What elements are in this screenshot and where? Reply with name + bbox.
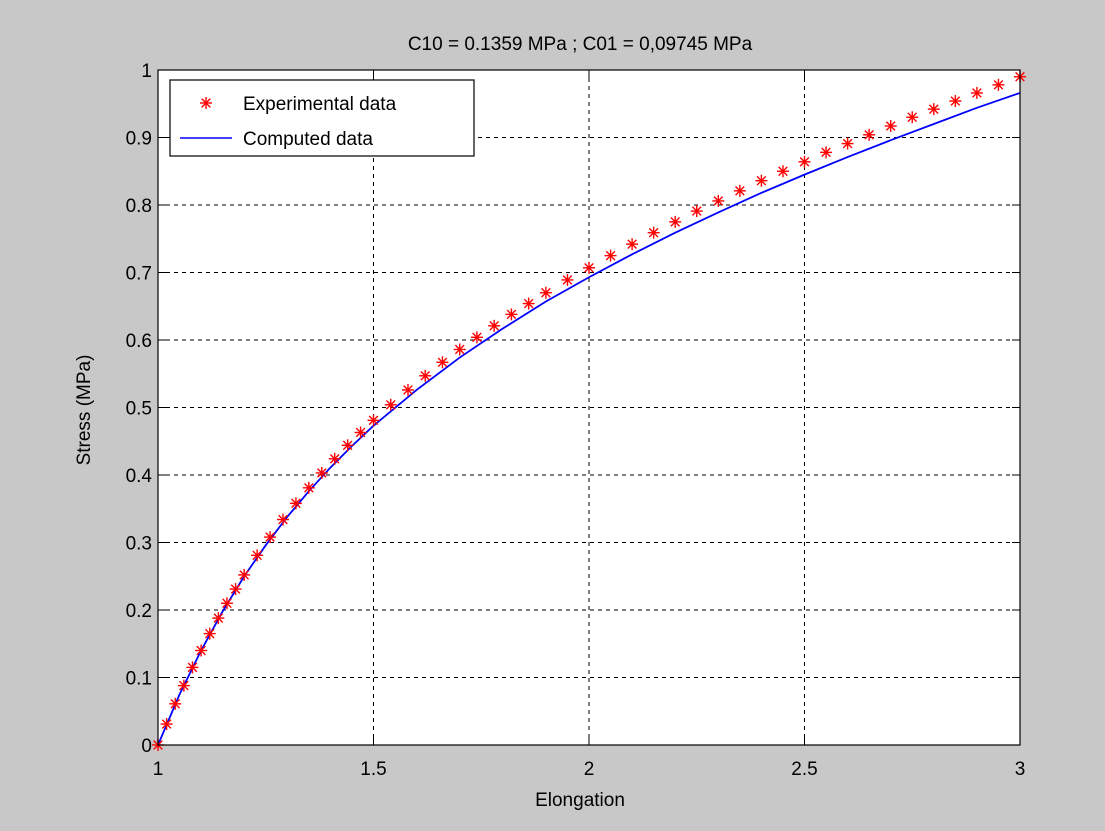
experimental-point <box>927 103 940 116</box>
experimental-point <box>970 86 983 99</box>
experimental-point <box>992 78 1005 91</box>
x-tick-label: 2.5 <box>791 759 817 780</box>
y-tick-label: 0.4 <box>126 466 153 487</box>
experimental-point <box>169 697 182 710</box>
experimental-point <box>203 627 216 640</box>
experimental-point <box>583 261 595 274</box>
experimental-point <box>212 612 225 625</box>
experimental-point <box>539 286 552 299</box>
experimental-point <box>401 383 414 396</box>
legend-asterisk-icon <box>200 97 212 109</box>
x-tick-label: 2 <box>584 759 595 780</box>
x-tick-label: 3 <box>1015 759 1026 780</box>
experimental-point <box>820 146 833 159</box>
x-tick-label: 1 <box>153 759 164 780</box>
experimental-point <box>669 215 682 228</box>
experimental-point <box>841 137 854 150</box>
chart-title: C10 = 0.1359 MPa ; C01 = 0,09745 MPa <box>408 34 753 55</box>
legend-label-computed: Computed data <box>243 129 373 150</box>
experimental-point <box>419 369 432 382</box>
experimental-point <box>328 452 341 465</box>
experimental-point <box>195 644 208 657</box>
y-tick-label: 0.6 <box>126 331 152 352</box>
experimental-point <box>505 308 518 321</box>
experimental-point <box>220 597 233 610</box>
legend-marker-experimental <box>200 97 212 109</box>
experimental-point <box>354 426 367 439</box>
experimental-point <box>453 343 466 356</box>
ticks: 1 1.5 2 2.5 3 0 0.1 0.2 0.3 0.4 0.5 0.6 0.7 0.8 0.9 1 <box>126 61 1026 780</box>
y-tick-label: 0.7 <box>126 264 152 285</box>
experimental-point <box>690 205 703 218</box>
y-tick-label: 0.5 <box>126 399 152 420</box>
y-tick-label: 0.2 <box>126 601 152 622</box>
experimental-point <box>238 568 251 581</box>
experimental-point <box>436 356 449 369</box>
x-axis-label: Elongation <box>535 790 625 811</box>
experimental-point <box>384 398 397 411</box>
experimental-point <box>733 184 746 197</box>
experimental-point <box>302 481 315 494</box>
experimental-point <box>755 174 768 187</box>
experimental-point <box>522 297 535 310</box>
experimental-point <box>276 513 289 526</box>
experimental-point <box>315 466 328 479</box>
experimental-point <box>341 439 354 452</box>
experimental-point <box>647 226 660 239</box>
y-tick-label: 0.8 <box>126 196 152 217</box>
experimental-point <box>798 155 811 168</box>
experimental-point <box>884 120 897 133</box>
experimental-point <box>863 128 876 141</box>
experimental-point <box>776 165 789 178</box>
experimental-point <box>626 238 639 251</box>
experimental-point <box>712 194 725 207</box>
experimental-point <box>229 583 242 596</box>
y-tick-label: 0.9 <box>126 129 152 150</box>
experimental-point <box>160 718 173 731</box>
experimental-point <box>949 95 962 108</box>
grid <box>158 70 1020 745</box>
experimental-point <box>177 679 190 692</box>
y-tick-label: 0.3 <box>126 534 152 555</box>
experimental-point <box>289 497 302 510</box>
experimental-point <box>251 549 264 562</box>
experimental-point <box>561 273 574 286</box>
experimental-point <box>264 531 277 544</box>
experimental-point <box>470 331 483 344</box>
y-tick-label: 0.1 <box>126 669 152 690</box>
legend-box <box>169 79 475 157</box>
x-tick-label: 1.5 <box>360 759 386 780</box>
experimental-point <box>488 319 501 332</box>
experimental-point <box>906 111 919 124</box>
experimental-point <box>186 661 199 674</box>
legend-label-experimental: Experimental data <box>243 94 397 115</box>
experimental-point <box>604 249 617 262</box>
legend: Experimental data Computed data <box>169 79 475 157</box>
y-axis-label: Stress (MPa) <box>74 355 95 466</box>
y-tick-label: 1 <box>141 61 152 82</box>
experimental-point <box>367 414 380 427</box>
y-tick-label: 0 <box>141 736 152 757</box>
